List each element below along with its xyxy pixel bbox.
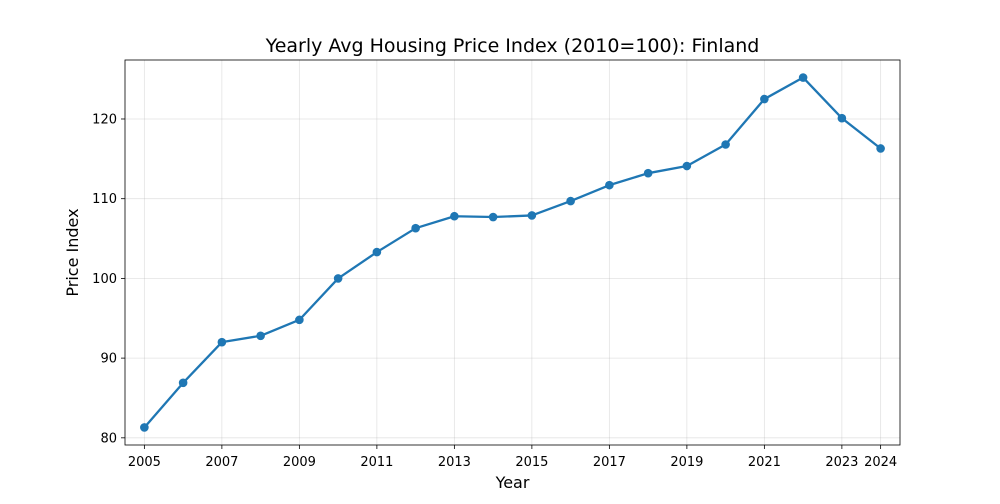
data-point [682,161,692,171]
x-tick-label: 2005 [128,455,161,470]
x-tick-label: 2021 [748,455,781,470]
data-point [760,94,769,104]
data-point [721,140,730,149]
data-point [837,113,847,123]
series-line [143,76,882,429]
data-point [178,378,188,388]
axis-ticks: 2005 2007 2009 2011 2013 2015 2017 2019 2021 2023… [92,112,897,470]
data-point [295,315,304,325]
chart-title: Yearly Avg Housing Price Index (2010=100… [265,35,760,57]
grid [125,60,900,445]
data-point [411,223,420,233]
x-tick-label: 2024 [864,455,897,470]
data-point [876,144,885,153]
x-tick-label: 2023 [825,455,858,470]
data-point [605,180,614,190]
data-point [256,331,265,341]
x-tick-label: 2009 [283,455,316,470]
data-point [527,211,537,220]
y-tick-label: 80 [100,431,117,446]
data-point [643,168,653,178]
y-tick-label: 120 [92,112,117,127]
y-tick-label: 110 [92,192,117,207]
x-tick-label: 2007 [205,455,238,470]
plot-frame [124,59,901,446]
x-axis-title: Year [495,473,530,492]
x-tick-label: 2017 [593,455,626,470]
data-point [798,73,808,82]
x-tick-label: 2013 [438,455,471,470]
x-tick-label: 2011 [360,455,393,470]
y-axis-title: Price Index [63,208,82,296]
data-point [566,196,575,206]
y-tick-label: 90 [100,352,117,367]
series-layer [140,73,885,432]
y-tick-label: 100 [92,272,117,287]
x-tick-label: 2019 [670,455,703,470]
data-point [217,337,227,347]
data-point [450,211,459,221]
data-point [372,247,382,257]
x-tick-label: 2015 [515,455,548,470]
data-point [333,274,343,283]
data-point [488,212,498,222]
data-point [140,423,149,432]
